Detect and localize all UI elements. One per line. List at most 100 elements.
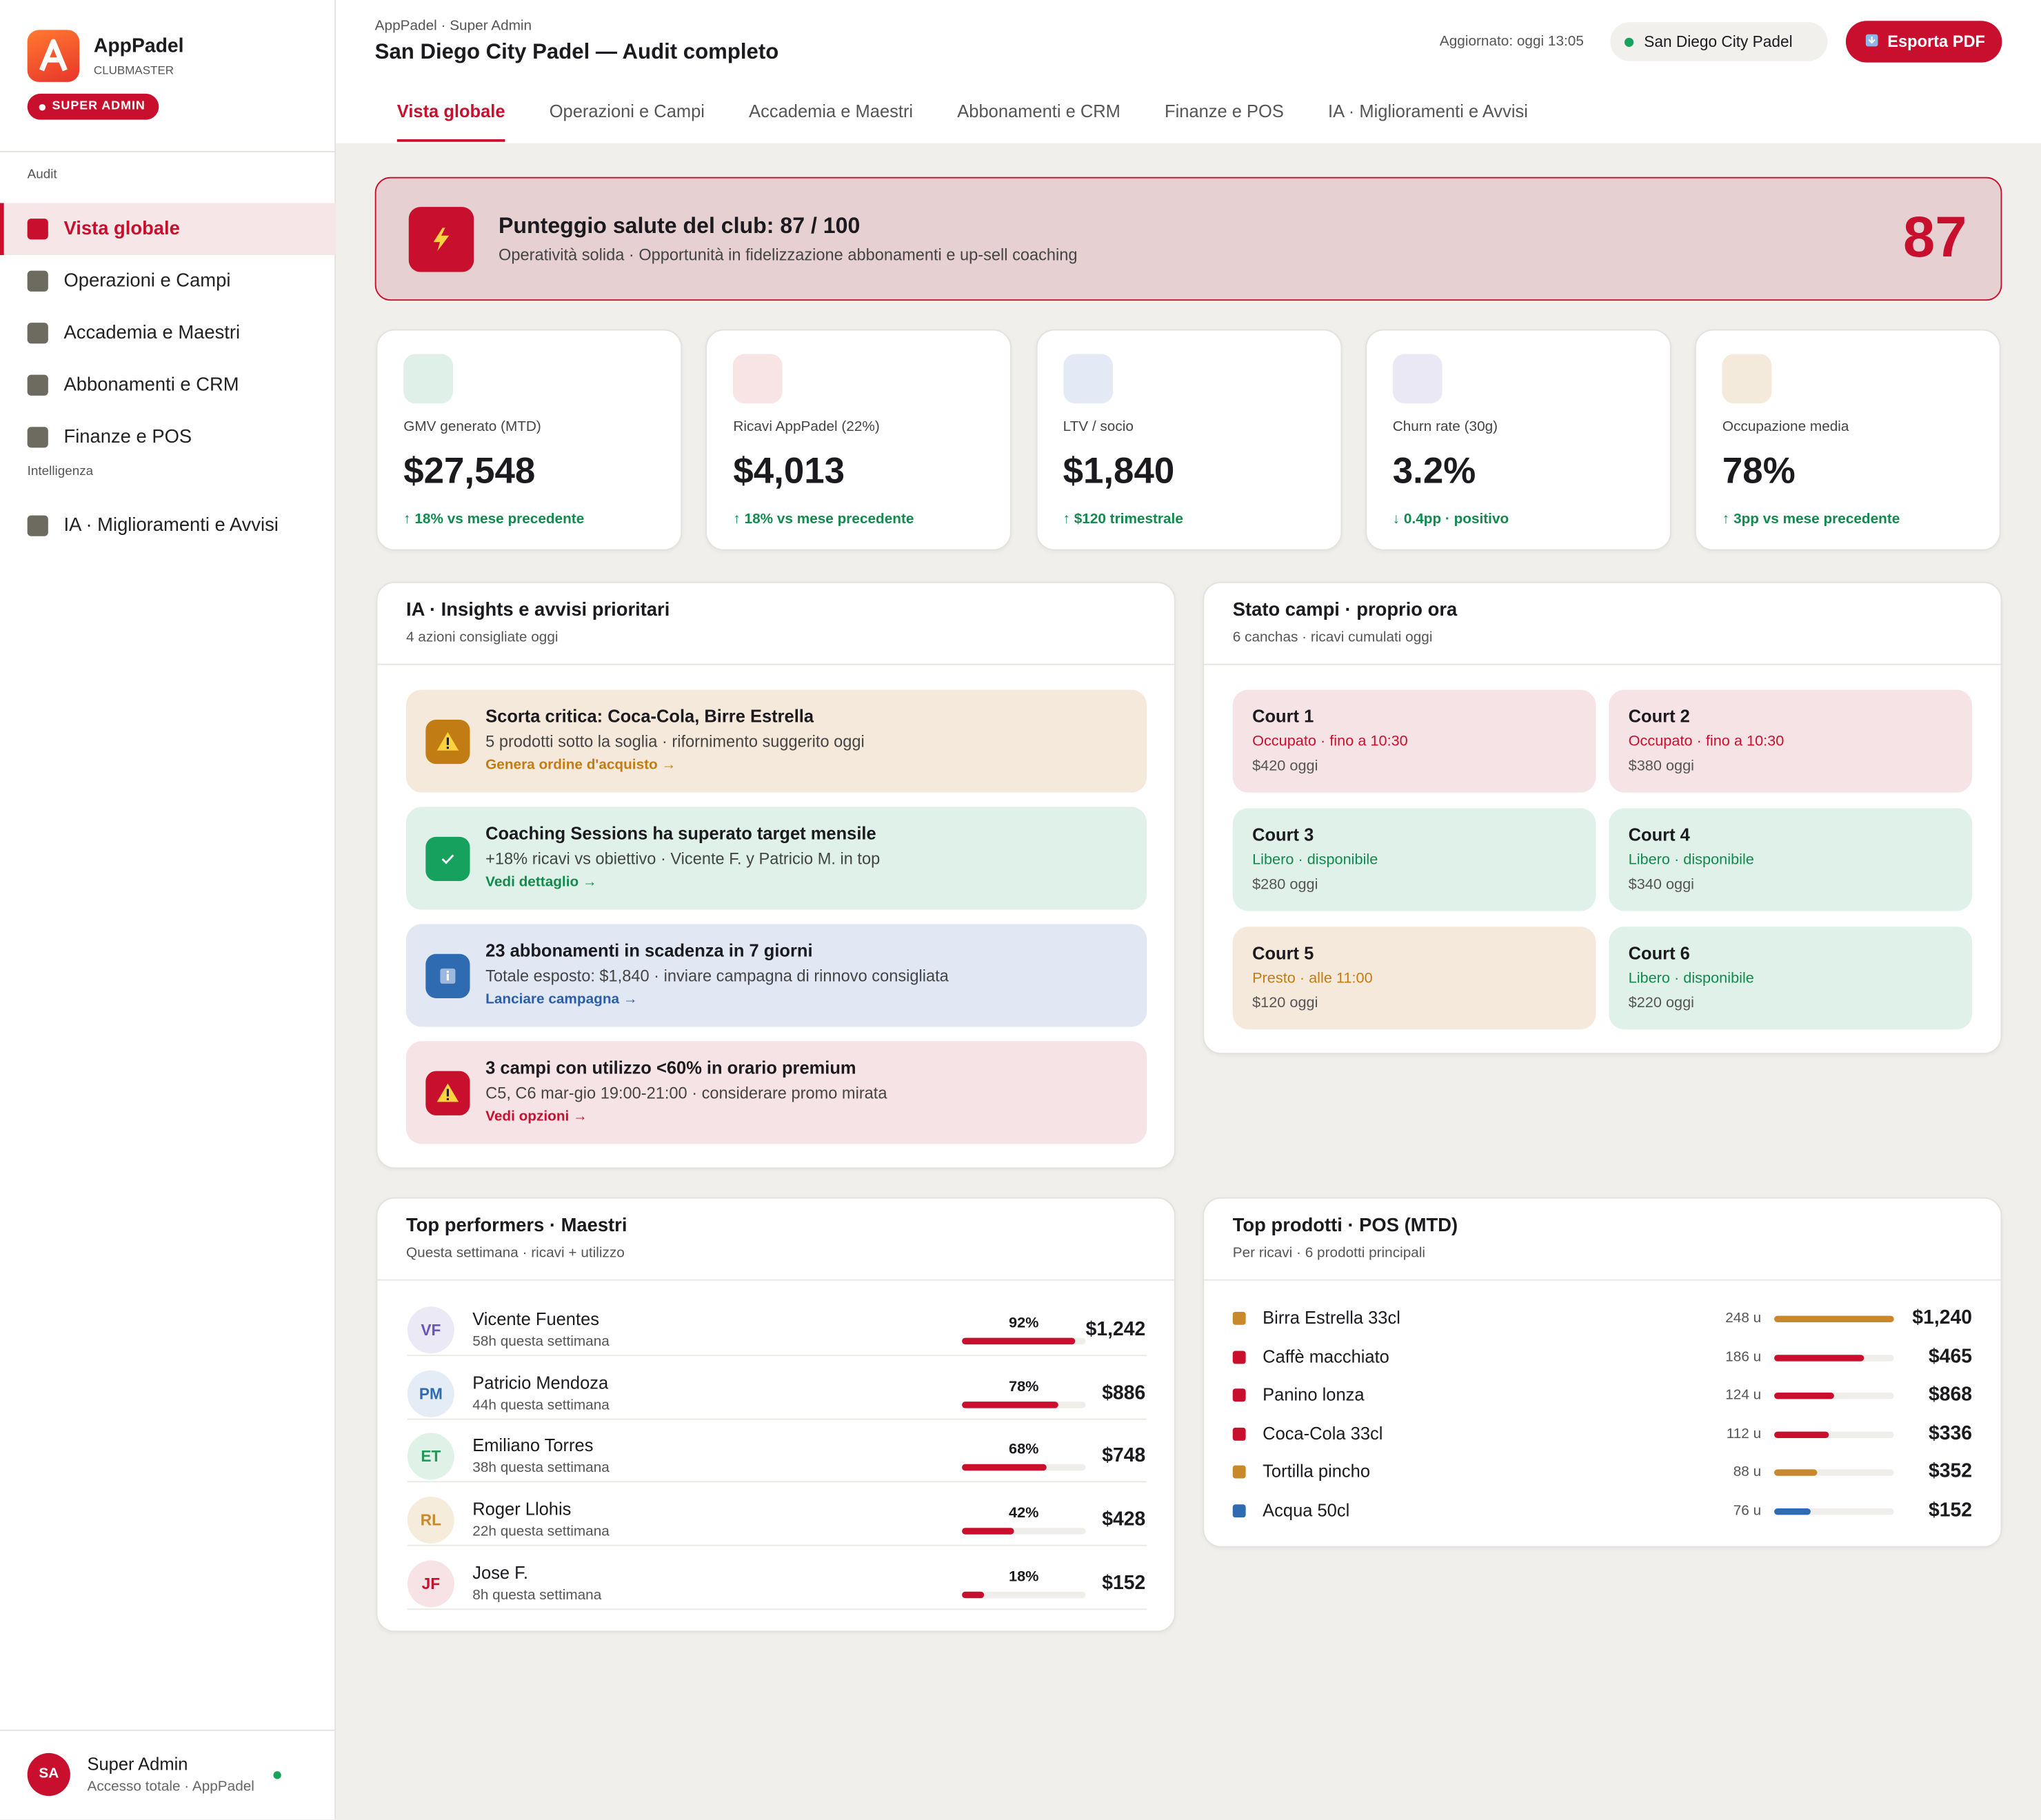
nav-label: IA · Miglioramenti e Avvisi (63, 515, 279, 536)
row-divider (407, 1418, 1147, 1419)
units-bar (1774, 1431, 1829, 1438)
units-bar (1774, 1470, 1817, 1477)
nav-item[interactable]: Operazioni e Campi (0, 255, 336, 307)
court-revenue: $280 oggi (1252, 877, 1318, 893)
nav-icon (27, 515, 48, 536)
nav-label: Finanze e POS (63, 427, 192, 448)
panel-title: IA · Insights e avvisi prioritari (405, 600, 670, 621)
insight-action[interactable]: Vedi dettaglio → (485, 874, 597, 891)
tab[interactable]: IA · Miglioramenti e Avvisi (1328, 101, 1528, 121)
tab[interactable]: Abbonamenti e CRM (957, 101, 1120, 121)
panel-title: Top prodotti · POS (MTD) (1232, 1215, 1458, 1237)
court-name: Court 6 (1628, 943, 1690, 963)
insight-text: C5, C6 mar-gio 19:00-21:00 · considerare… (485, 1084, 887, 1102)
kpi-label: LTV / socio (1063, 418, 1134, 435)
top-header: AppPadel · Super Admin San Diego City Pad… (336, 0, 2041, 143)
panel-subtitle: 4 azioni consigliate oggi (405, 629, 559, 646)
insight-icon (425, 1071, 470, 1115)
nav-section-title: Audit (27, 168, 57, 183)
nav-label: Abbonamenti e CRM (63, 374, 239, 396)
nav-item[interactable]: Accademia e Maestri (0, 307, 336, 360)
utilization-track (962, 1337, 1086, 1345)
brand-name: AppPadel (93, 34, 184, 58)
kpi-delta: ↑ $120 trimestrale (1063, 511, 1183, 527)
insight-text: +18% ricavi vs obiettivo · Vicente F. y … (485, 849, 881, 869)
product-units: 248 u (1725, 1311, 1762, 1326)
utilization-bar (962, 1591, 985, 1598)
nav-section-title: Intelligenza (27, 464, 94, 479)
product-dot (1232, 1311, 1246, 1325)
product-revenue: $352 (1929, 1460, 1973, 1483)
icon (425, 224, 456, 255)
insight-title: 3 campi con utilizzo <60% in orario prem… (485, 1058, 856, 1078)
row-divider (407, 1482, 1147, 1483)
status-dot (1624, 37, 1634, 47)
online-dot (273, 1771, 281, 1779)
nav-icon (27, 427, 48, 448)
logo (27, 30, 80, 82)
performer-name: Vicente Fuentes (472, 1309, 600, 1329)
sidebar: AppPadel CLUBMASTER SUPER ADMIN Audit Vista … (0, 0, 336, 1820)
avatar: JF (407, 1560, 454, 1608)
panel-subtitle: Per ricavi · 6 prodotti principali (1232, 1245, 1426, 1262)
export-button[interactable]: Esporta PDF (1845, 21, 2002, 63)
row-divider (407, 1355, 1147, 1357)
panel-card: IA · Insights e avvisi prioritari 4 azion… (376, 581, 1176, 1169)
nav-item[interactable]: IA · Miglioramenti e Avvisi (0, 500, 336, 552)
court-revenue: $380 oggi (1628, 758, 1695, 775)
icon (435, 963, 461, 989)
product-units: 186 u (1725, 1348, 1762, 1365)
product-units: 76 u (1733, 1503, 1762, 1519)
kpi-card: Ricavi AppPadel (22%) $4,013 ↑ 18% vs mese… (705, 329, 1012, 551)
kpi-value: $4,013 (733, 450, 845, 491)
avatar: RL (407, 1497, 454, 1544)
utilization-label: 92% (1009, 1315, 1039, 1332)
club-selector[interactable]: San Diego City Padel (1610, 22, 1828, 61)
tab[interactable]: Finanze e POS (1165, 101, 1284, 121)
product-dot (1232, 1466, 1246, 1479)
units-bar (1774, 1393, 1834, 1399)
kpi-value: 3.2% (1392, 450, 1476, 491)
nav-item[interactable]: Finanze e POS (0, 412, 336, 464)
product-units: 88 u (1733, 1464, 1762, 1481)
kpi-label: Churn rate (30g) (1392, 418, 1498, 435)
kpi-card: Occupazione media 78% ↑ 3pp vs mese preced… (1695, 329, 2001, 551)
product-name: Coca-Cola 33cl (1263, 1423, 1383, 1444)
icon (1862, 31, 1880, 49)
insight-action[interactable]: Vedi opzioni → (485, 1109, 587, 1125)
court-name: Court 5 (1252, 943, 1314, 963)
nav-label: Operazioni e Campi (63, 270, 231, 292)
tab[interactable]: Accademia e Maestri (749, 101, 914, 121)
divider (377, 663, 1174, 665)
tab[interactable]: Operazioni e Campi (549, 101, 705, 121)
user-avatar: SA (27, 1752, 70, 1797)
divider (377, 1279, 1174, 1281)
product-name: Panino lonza (1263, 1384, 1365, 1405)
nav-item[interactable]: Vista globale (0, 203, 336, 256)
insight-item: 3 campi con utilizzo <60% in orario prem… (405, 1041, 1147, 1144)
units-track (1774, 1315, 1894, 1323)
insight-text: 5 prodotti sotto la soglia · riforniment… (485, 732, 865, 751)
court-status: Occupato · fino a 10:30 (1628, 734, 1784, 750)
health-subtitle: Operatività solida · Opportunità in fide… (499, 245, 1078, 265)
product-units: 124 u (1725, 1387, 1762, 1404)
icon-graphic (436, 1083, 459, 1102)
nav-label: Vista globale (63, 219, 180, 240)
badge-dot (39, 103, 46, 110)
product-units: 112 u (1726, 1426, 1762, 1442)
insight-action[interactable]: Genera ordine d'acquisto → (485, 757, 676, 774)
performer-revenue: $886 (1102, 1382, 1146, 1404)
icon-graphic (441, 854, 454, 865)
insight-action[interactable]: Lanciare campagna → (485, 991, 638, 1008)
utilization-track (962, 1401, 1086, 1408)
nav-item[interactable]: Abbonamenti e CRM (0, 359, 336, 412)
nav-label: Accademia e Maestri (63, 323, 241, 344)
panel-title: Top performers · Maestri (405, 1215, 627, 1237)
units-track (1774, 1470, 1894, 1477)
icon (435, 1080, 461, 1106)
kpi-label: Occupazione media (1722, 418, 1849, 435)
kpi-icon (1063, 354, 1113, 404)
product-dot (1232, 1427, 1246, 1441)
tab[interactable]: Vista globale (396, 100, 505, 143)
